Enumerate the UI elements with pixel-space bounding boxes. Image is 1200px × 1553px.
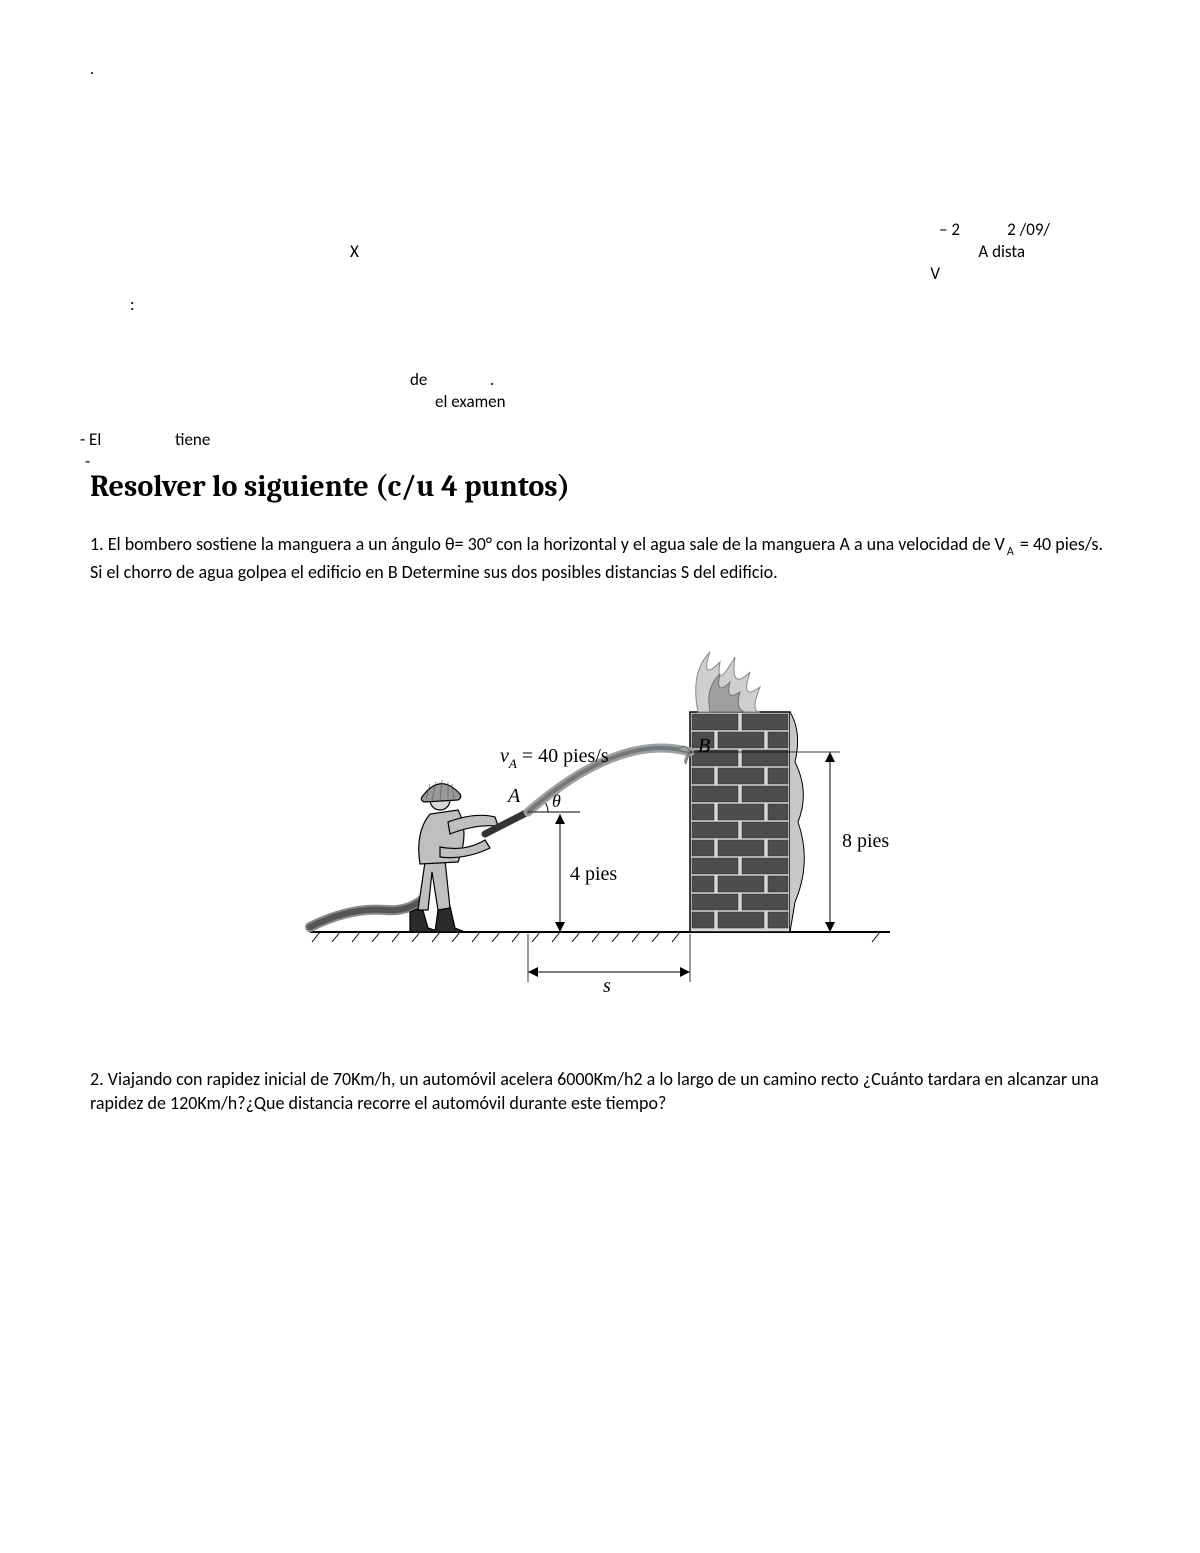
firefighter [410, 780, 498, 932]
frag-dash: - [85, 451, 90, 472]
figure-1: vA = 40 pies/s A θ B 4 pies 8 pies [90, 602, 1110, 1027]
q1-pre: 1. El bombero sostiene la manguera a un … [90, 533, 445, 555]
question-1: 1. El bombero sostiene la manguera a un … [90, 532, 1110, 584]
exam-page: . – 2 2 /09/ X A dista V : de . el exame… [0, 0, 1200, 1553]
label-s: s [603, 975, 611, 997]
label-theta: θ [552, 791, 561, 811]
frag-v: V [930, 263, 940, 284]
label-4pies: 4 pies [570, 863, 617, 885]
figure-svg: vA = 40 pies/s A θ B 4 pies 8 pies [290, 602, 910, 1022]
label-A: A [506, 785, 521, 807]
stray-dot: . [90, 60, 1110, 79]
section-heading: Resolver lo siguiente (c/u 4 puntos) [90, 469, 1110, 504]
question-2: 2. Viajando con rapidez inicial de 70Km/… [90, 1067, 1110, 1116]
frag-dash-el: - El [80, 429, 101, 450]
frag-x: X [350, 241, 359, 262]
header-fragment-area: – 2 2 /09/ X A dista V : de . el examen … [90, 79, 1110, 439]
va-v: v [500, 745, 509, 767]
frag-de: de [410, 369, 427, 390]
q1-theta: θ= 30° [445, 533, 492, 555]
va-eq: = 40 pies/s [517, 745, 609, 767]
frag-a-dista: A dista [978, 241, 1025, 262]
frag-minus2: – 2 [939, 219, 960, 240]
q1-mid1: con la horizontal y el agua sale de la m… [492, 533, 1005, 555]
frag-period: . [490, 369, 494, 390]
frag-colon: : [130, 294, 135, 315]
label-8pies: 8 pies [842, 830, 889, 852]
frag-date: 2 /09/ [1007, 219, 1050, 240]
frag-tiene: tiene [175, 429, 210, 450]
frag-el-examen: el examen [435, 391, 506, 412]
flames [696, 652, 760, 712]
q1-sub: A [1005, 545, 1016, 559]
label-B: B [698, 735, 710, 757]
va-sub: A [508, 756, 517, 771]
